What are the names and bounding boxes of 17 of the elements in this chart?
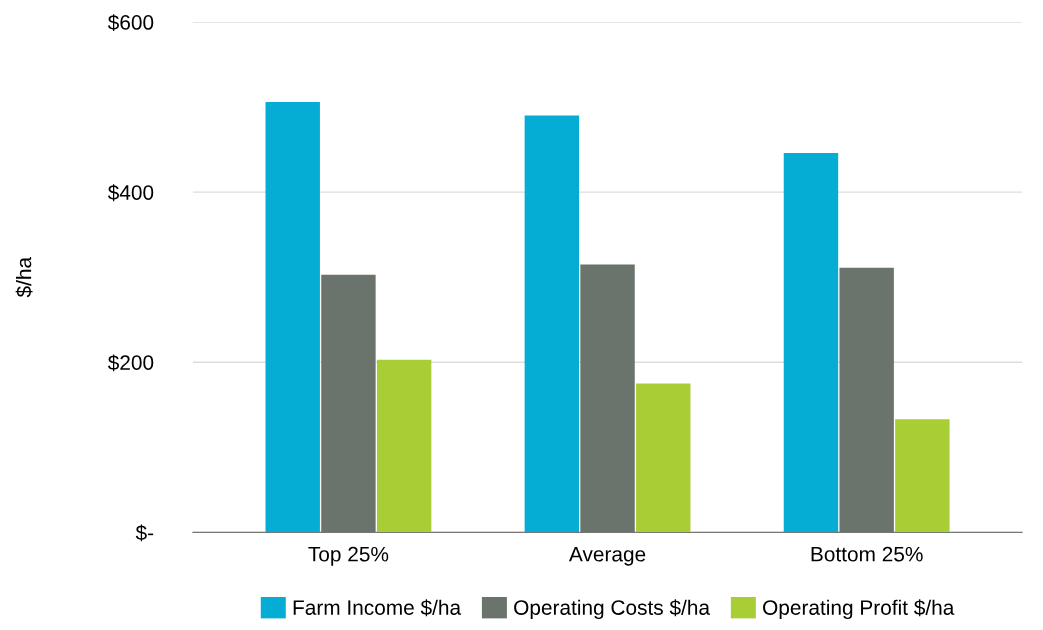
y-tick-label: $600 <box>107 14 154 32</box>
y-tick-label: $200 <box>107 354 154 372</box>
bar <box>265 102 320 533</box>
y-tick-label: $- <box>135 524 154 542</box>
y-tick-label: $400 <box>107 184 154 202</box>
legend-label: Farm Income $/ha <box>293 599 462 617</box>
x-tick-label: Top 25% <box>308 546 389 566</box>
bar <box>376 359 432 533</box>
legend-label: Operating Profit $/ha <box>763 599 955 620</box>
legend-label: Operating Costs $/ha <box>514 599 711 620</box>
bar <box>895 419 950 533</box>
x-tick-label: Average <box>568 547 646 566</box>
x-tick-label: Bottom 25% <box>811 546 923 562</box>
bar <box>636 383 691 533</box>
bar <box>783 153 839 533</box>
bar <box>524 115 580 533</box>
y-axis-title: $/ha <box>15 256 33 298</box>
